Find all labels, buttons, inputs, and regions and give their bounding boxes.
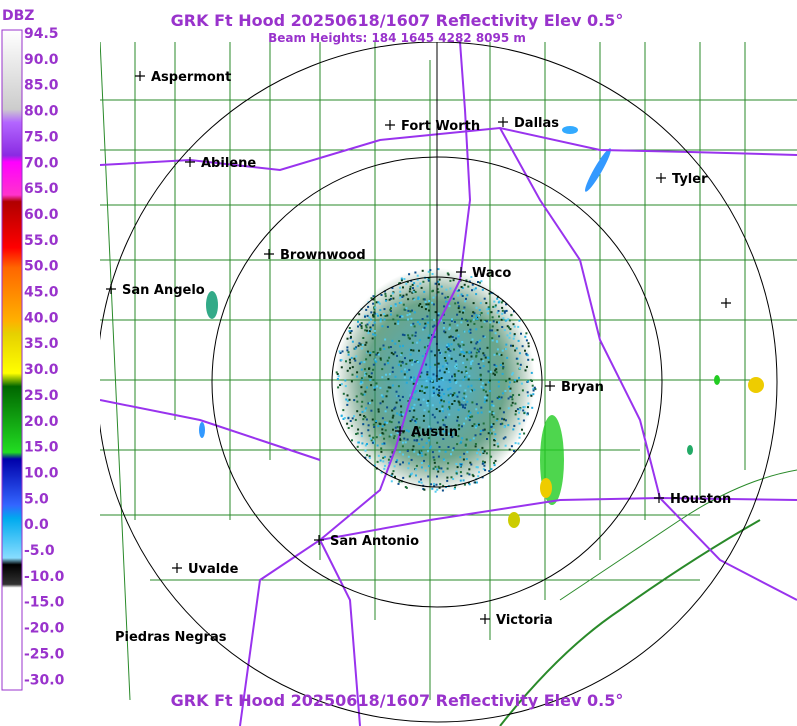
legend-label: 30.0 [24,362,59,378]
legend-label: -25.0 [24,646,65,662]
legend-label: 85.0 [24,78,59,94]
city-marker [172,563,182,573]
legend-label: -5.0 [24,543,55,559]
city-label: Tyler [672,172,708,187]
city-label: San Antonio [330,534,419,549]
basemap [100,42,797,726]
legend-label: 10.0 [24,465,59,481]
city-label: Bryan [561,380,604,395]
legend-label: -20.0 [24,621,65,637]
legend-label: 94.5 [24,26,59,42]
legend-label: 90.0 [24,52,59,68]
legend-label: 40.0 [24,310,59,326]
city-marker [314,535,324,545]
legend-label: 15.0 [24,440,59,456]
city-marker [498,117,508,127]
city-marker [721,298,731,308]
city-marker [456,267,466,277]
footer-title: GRK Ft Hood 20250618/1607 Reflectivity E… [171,691,624,710]
city-marker [264,249,274,259]
city-label: Brownwood [280,248,366,263]
city-marker [654,493,664,503]
legend-label: 75.0 [24,129,59,145]
city-label: Dallas [514,116,559,131]
legend-label: 45.0 [24,285,59,301]
city-label: Victoria [496,613,553,628]
city-marker [656,173,666,183]
legend-label: 35.0 [24,336,59,352]
city-marker [545,381,555,391]
city-marker [135,71,145,81]
city-marker [106,284,116,294]
city-label: Austin [411,425,458,440]
city-label: Abilene [201,156,256,171]
city-marker [395,426,405,436]
title: GRK Ft Hood 20250618/1607 Reflectivity E… [171,11,624,30]
legend-label: 70.0 [24,155,59,171]
legend-label: 65.0 [24,181,59,197]
legend-label: 25.0 [24,388,59,404]
city-label: San Angelo [122,283,205,298]
range-rings [100,42,778,723]
legend-label: -30.0 [24,672,65,688]
legend-label: 50.0 [24,259,59,275]
legend-label: 20.0 [24,414,59,430]
city-label: Waco [472,266,511,281]
legend-label: 60.0 [24,207,59,223]
city-label: Aspermont [151,70,231,85]
legend-label: 5.0 [24,491,49,507]
city-label: Piedras Negras [115,630,227,645]
city-label: Uvalde [188,562,239,577]
city-label: Houston [670,492,731,507]
legend-unit: DBZ [2,8,34,24]
legend-label: 80.0 [24,104,59,120]
city-marker [185,157,195,167]
city-marker [385,120,395,130]
legend-label: 0.0 [24,517,49,533]
legend-label: -15.0 [24,595,65,611]
color-bar [1,29,23,691]
legend-label: 55.0 [24,233,59,249]
legend-label: -10.0 [24,569,65,585]
clutter-echo [335,268,535,492]
city-label: Fort Worth [401,119,480,134]
highways [100,42,797,726]
city-marker [480,614,490,624]
storm-echoes [199,126,764,528]
subtitle: Beam Heights: 184 1645 4282 8095 m [268,31,526,45]
